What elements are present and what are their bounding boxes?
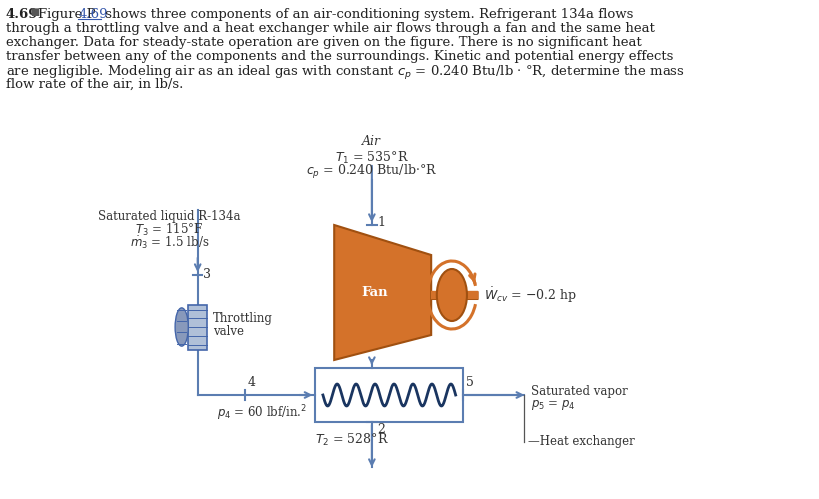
Text: 3: 3 [203, 267, 211, 280]
Text: $\dot{m}_3$ = 1.5 lb/s: $\dot{m}_3$ = 1.5 lb/s [129, 234, 209, 250]
Text: ■: ■ [30, 8, 39, 17]
Bar [188, 304, 207, 349]
Text: 4.69: 4.69 [78, 8, 107, 21]
Polygon shape [334, 225, 431, 360]
Text: 2: 2 [377, 423, 385, 436]
Text: Throttling: Throttling [212, 312, 272, 325]
Text: Saturated vapor: Saturated vapor [531, 385, 627, 398]
Text: 4.69: 4.69 [6, 8, 38, 21]
Text: $T_1$ = 535°R: $T_1$ = 535°R [334, 150, 409, 166]
Text: valve: valve [212, 325, 243, 338]
Ellipse shape [437, 269, 466, 321]
Bar [315, 368, 463, 422]
Text: 1: 1 [377, 217, 385, 230]
Text: Fan: Fan [361, 286, 388, 299]
Text: $p_4$ = 60 lbf/in.$^2$: $p_4$ = 60 lbf/in.$^2$ [216, 403, 306, 423]
Text: 4: 4 [247, 376, 256, 389]
Text: Saturated liquid R-134a: Saturated liquid R-134a [98, 210, 241, 223]
Text: $c_p$ = 0.240 Btu/lb·°R: $c_p$ = 0.240 Btu/lb·°R [306, 163, 437, 181]
Text: transfer between any of the components and the surroundings. Kinetic and potenti: transfer between any of the components a… [6, 50, 672, 63]
Text: 5: 5 [465, 376, 473, 389]
Text: Figure P: Figure P [38, 8, 95, 21]
Text: are negligible. Modeling air as an ideal gas with constant $c_p$ = 0.240 Btu/lb : are negligible. Modeling air as an ideal… [6, 64, 684, 82]
Text: $p_5$ = $p_4$: $p_5$ = $p_4$ [531, 398, 575, 412]
Text: shows three components of an air-conditioning system. Refrigerant 134a flows: shows three components of an air-conditi… [101, 8, 632, 21]
Text: through a throttling valve and a heat exchanger while air flows through a fan an: through a throttling valve and a heat ex… [6, 22, 654, 35]
Text: flow rate of the air, in lb/s.: flow rate of the air, in lb/s. [6, 78, 183, 91]
Text: exchanger. Data for steady-state operation are given on the figure. There is no : exchanger. Data for steady-state operati… [6, 36, 640, 49]
Ellipse shape [175, 308, 188, 346]
Text: Air: Air [362, 135, 381, 148]
Text: —Heat exchanger: —Heat exchanger [527, 436, 634, 449]
Text: $T_3$ = 115°F: $T_3$ = 115°F [135, 222, 203, 238]
Text: $\dot{W}_{cv}$ = $-$0.2 hp: $\dot{W}_{cv}$ = $-$0.2 hp [483, 285, 576, 305]
Text: $T_2$ = 528°R: $T_2$ = 528°R [315, 432, 389, 448]
